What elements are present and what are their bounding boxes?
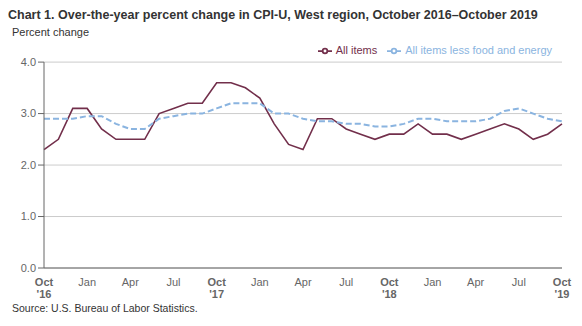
html-text:Source: U.S. Bureau of Labor S: Source: U.S. Bureau of Labor Statistics.	[12, 302, 198, 314]
html-text:Chart 1. Over-the-year percent: Chart 1. Over-the-year percent change in…	[8, 8, 538, 22]
svg-text:Jul: Jul	[512, 276, 526, 288]
svg-text:3.0: 3.0	[21, 107, 36, 119]
svg-text:Oct'19: Oct'19	[553, 276, 572, 300]
svg-text:Jan: Jan	[251, 276, 269, 288]
svg-text:2.0: 2.0	[21, 159, 36, 171]
svg-text:Apr: Apr	[467, 276, 484, 288]
svg-text:Jul: Jul	[166, 276, 180, 288]
svg-text:1.0: 1.0	[21, 210, 36, 222]
html-text:All items: All items	[335, 44, 378, 56]
svg-text:Jul: Jul	[339, 276, 353, 288]
svg-text:Oct'18: Oct'18	[380, 276, 399, 300]
svg-text:4.0: 4.0	[21, 56, 36, 68]
html-text:All items less food and energy: All items less food and energy	[405, 44, 552, 56]
html-text:Percent change: Percent change	[12, 26, 90, 38]
svg-text:Apr: Apr	[294, 276, 311, 288]
svg-text:Jan: Jan	[78, 276, 96, 288]
svg-text:Apr: Apr	[122, 276, 139, 288]
svg-text:Oct'16: Oct'16	[35, 276, 54, 300]
svg-text:0.0: 0.0	[21, 262, 36, 274]
svg-text:Oct'17: Oct'17	[207, 276, 226, 300]
svg-text:Jan: Jan	[424, 276, 442, 288]
